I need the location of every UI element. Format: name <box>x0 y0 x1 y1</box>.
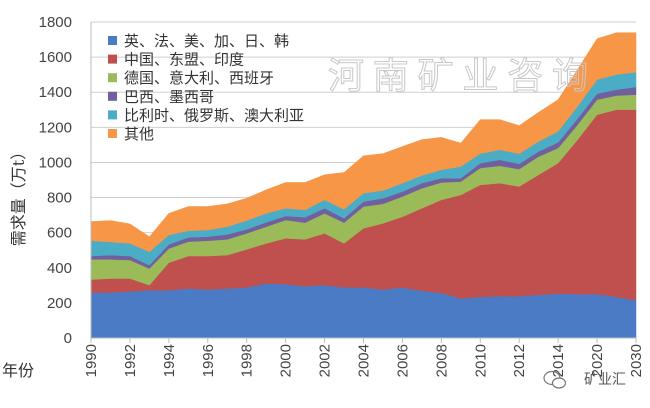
x-tick-label: 1998 <box>239 344 256 377</box>
x-tick-label: 1990 <box>83 344 100 377</box>
x-tick-label: 1996 <box>200 344 217 377</box>
y-tick-label: 400 <box>47 260 72 277</box>
legend-swatch <box>108 129 117 138</box>
legend-swatch <box>108 54 117 64</box>
x-tick-label: 1992 <box>122 344 139 377</box>
logo: 矿业汇 <box>543 370 626 389</box>
x-tick-label: 2008 <box>433 344 450 377</box>
x-tick-label: 2006 <box>394 344 411 377</box>
y-tick-labels: 0 200 400 600 800 1000 1200 1400 1600 1800 <box>39 14 72 347</box>
x-tick-label: 2020 <box>589 344 606 377</box>
x-tick-label: 2030 <box>628 344 645 377</box>
legend-label: 巴西、墨西哥 <box>124 88 214 106</box>
legend-swatch <box>108 36 117 45</box>
legend-label: 其他 <box>124 125 154 143</box>
legend-label: 德国、意大利、西班牙 <box>124 69 274 87</box>
logo-text: 矿业汇 <box>584 372 626 388</box>
y-tick-label: 600 <box>47 225 72 242</box>
wechat-icon <box>543 370 567 389</box>
legend-label: 中国、东盟、印度 <box>124 51 244 69</box>
legend-item: 比利时、俄罗斯、澳大利亚 <box>108 106 304 124</box>
x-tick-label: 2012 <box>511 344 528 377</box>
legend-item: 其他 <box>108 125 154 143</box>
x-tick-label: 2014 <box>550 344 567 377</box>
area-series-6 <box>90 32 637 253</box>
watermark: 河南矿业咨询 <box>328 56 588 97</box>
legend-item: 英、法、美、加、日、韩 <box>108 32 289 50</box>
y-tick-label: 1200 <box>39 119 72 136</box>
y-axis-title: 需求量（万t） <box>9 144 28 246</box>
x-tick-label: 1994 <box>161 344 178 377</box>
x-tick-labels: 1990 1992 1994 1996 1998 2000 2002 2004 2006 2008… <box>83 344 645 377</box>
legend-item: 巴西、墨西哥 <box>108 88 214 106</box>
legend-label: 英、法、美、加、日、韩 <box>124 32 289 50</box>
legend-item: 中国、东盟、印度 <box>108 51 244 69</box>
legend-swatch <box>108 91 117 101</box>
y-tick-label: 1600 <box>39 49 72 66</box>
y-tick-label: 1800 <box>39 14 72 31</box>
legend-label: 比利时、俄罗斯、澳大利亚 <box>124 106 304 124</box>
x-axis-title: 年份 <box>2 361 34 380</box>
y-tick-label: 0 <box>64 330 72 347</box>
axes <box>90 22 637 343</box>
y-tick-label: 1400 <box>39 84 72 101</box>
y-tick-label: 800 <box>47 190 72 207</box>
legend-swatch <box>108 110 117 120</box>
y-tick-label: 200 <box>47 295 72 312</box>
x-tick-label: 2002 <box>317 344 334 377</box>
x-tick-label: 2000 <box>278 344 295 377</box>
legend-item: 德国、意大利、西班牙 <box>108 69 274 87</box>
y-tick-label: 1000 <box>39 154 72 171</box>
legend-swatch <box>108 73 117 83</box>
x-tick-label: 2010 <box>472 344 489 377</box>
x-tick-label: 2004 <box>356 344 373 377</box>
legend: 英、法、美、加、日、韩中国、东盟、印度德国、意大利、西班牙巴西、墨西哥比利时、俄… <box>108 32 304 143</box>
